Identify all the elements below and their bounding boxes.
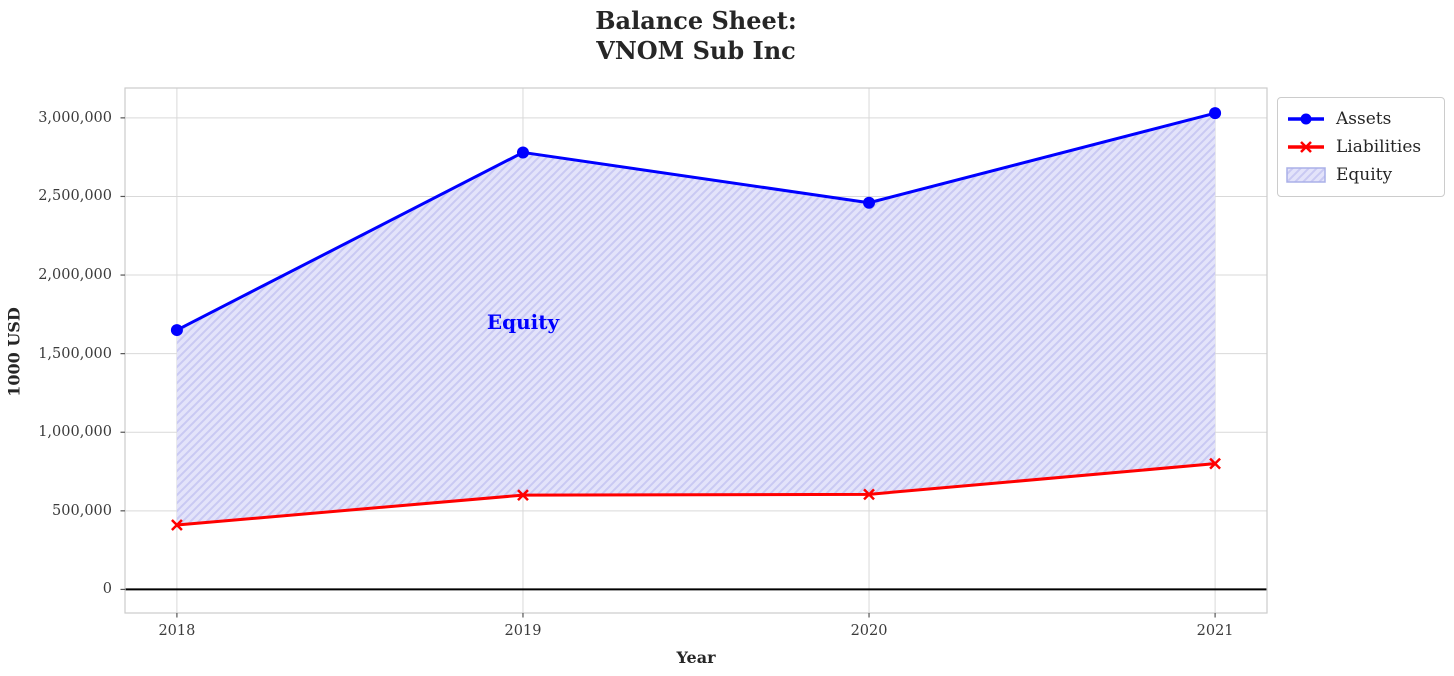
y-tick-label-500000: 500,000 [52, 502, 112, 519]
chart-title-line1: Balance Sheet: [595, 6, 797, 35]
y-tick-label-1000000: 1,000,000 [38, 424, 112, 441]
chart-title-line2: VNOM Sub Inc [596, 36, 796, 65]
assets-line [175, 111, 1217, 332]
x-tick-label-2018: 2018 [158, 623, 196, 639]
equity-fill-area [176, 113, 1216, 525]
x-axis-label: Year [676, 648, 716, 667]
legend-item-liabilities: Liabilities [1286, 133, 1435, 161]
x-tick-label-2019: 2019 [504, 623, 542, 639]
assets-line-icon [1288, 113, 1324, 125]
y-tick-label-2000000: 2,000,000 [38, 267, 112, 284]
assets-marker-2018 [170, 324, 183, 337]
y-tick-label-2500000: 2,500,000 [38, 188, 112, 205]
equity-area-annotation: Equity [486, 310, 560, 335]
chart-title: Balance Sheet: VNOM Sub Inc [595, 6, 796, 66]
liabilities-marker-2019 [517, 489, 529, 501]
liabilities-marker-2021 [1209, 457, 1221, 470]
legend-label-liabilities: Liabilities [1336, 137, 1422, 157]
liabilities-marker-2018 [171, 519, 183, 531]
legend-item-equity: Equity [1286, 161, 1435, 189]
x-tick-label-2021: 2021 [1196, 623, 1234, 639]
liabilities-line [175, 462, 1217, 527]
y-tick-label-1500000: 1,500,000 [38, 345, 112, 362]
x-tick-label-2020: 2020 [850, 623, 888, 639]
legend-label-equity: Equity [1336, 165, 1393, 185]
equity-swatch-icon [1286, 167, 1326, 183]
assets-marker-2020 [863, 196, 876, 209]
liabilities-marker-2020 [863, 488, 875, 501]
legend-label-assets: Assets [1336, 109, 1392, 129]
legend-item-assets: Assets [1286, 105, 1435, 133]
y-tick-label-3000000: 3,000,000 [38, 109, 112, 126]
assets-marker-2019 [516, 146, 529, 159]
assets-marker-2021 [1209, 107, 1222, 120]
y-tick-label-0: 0 [102, 581, 112, 598]
liabilities-line-icon [1288, 141, 1324, 153]
legend: Assets Liabilities Equity [1277, 97, 1445, 197]
